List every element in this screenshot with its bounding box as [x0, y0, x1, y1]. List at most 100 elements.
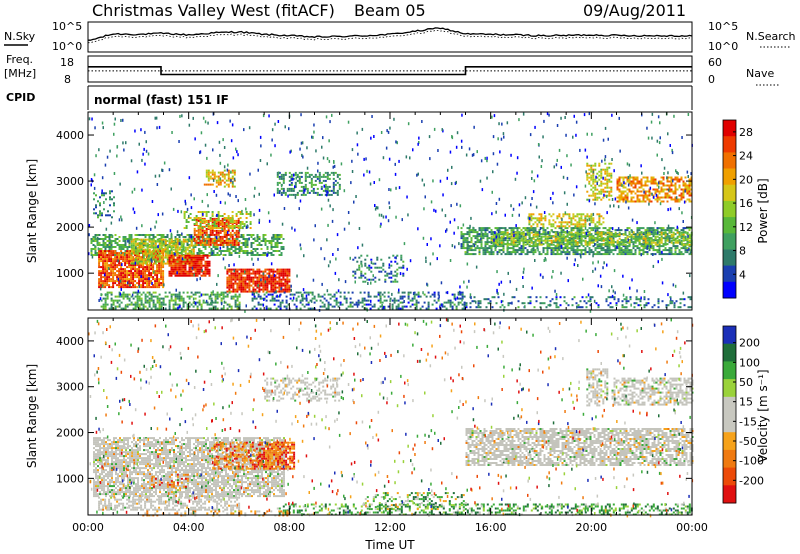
range-gate-cell [520, 251, 523, 254]
range-gate-cell [243, 225, 246, 227]
range-gate-cell [672, 231, 675, 234]
range-gate-cell [146, 274, 149, 277]
range-gate-cell [130, 242, 133, 245]
range-gate-cell [630, 251, 633, 254]
range-gate-cell [102, 234, 105, 236]
range-gate-cell [225, 221, 228, 224]
range-gate-cell [296, 191, 299, 194]
range-gate-cell [530, 217, 533, 220]
range-gate-cell [686, 227, 689, 230]
range-gate-cell [464, 251, 467, 254]
range-gate-cell [480, 245, 483, 248]
range-gate-cell [536, 235, 539, 238]
range-gate-cell [568, 253, 571, 256]
range-gate-cell [516, 243, 519, 246]
range-gate-cell [550, 241, 553, 244]
range-gate-cell [357, 301, 360, 304]
range-gate-cell [230, 282, 233, 285]
range-gate-cell [148, 274, 151, 277]
range-gate-cell [552, 219, 555, 222]
range-gate-cell [482, 249, 485, 252]
range-gate-cell [417, 295, 420, 298]
range-gate-cell [225, 239, 228, 242]
range-gate-cell [114, 274, 117, 277]
range-gate-cell [126, 248, 129, 250]
range-gate-cell [288, 288, 291, 291]
range-gate-cell [238, 301, 241, 304]
range-gate-cell [188, 256, 191, 259]
range-gate-cell [578, 235, 581, 238]
range-gate-cell [102, 305, 105, 308]
range-gate-cell [218, 250, 221, 252]
range-gate-cell [578, 249, 581, 252]
range-gate-cell [116, 266, 119, 269]
range-gate-cell [174, 240, 177, 242]
range-gate-cell [494, 233, 497, 236]
range-gate-cell [138, 244, 141, 247]
range-gate-cell [124, 242, 127, 244]
range-gate-cell [298, 179, 301, 182]
range-gate-cell [612, 237, 615, 240]
range-gate-cell [128, 242, 131, 244]
range-gate-cell [227, 219, 230, 221]
range-gate-cell [104, 264, 107, 267]
range-gate-cell [670, 229, 673, 232]
range-gate-cell [98, 242, 101, 244]
range-gate-cell [197, 241, 200, 244]
range-gate-cell [492, 245, 495, 248]
range-gate-cell [686, 239, 689, 242]
range-gate-cell [203, 239, 206, 242]
range-gate-cell [180, 246, 183, 248]
range-gate-cell [524, 229, 527, 232]
range-gate-cell [190, 248, 193, 251]
range-gate-cell [492, 233, 495, 236]
range-gate-cell [114, 282, 117, 285]
range-gate-cell [199, 233, 202, 236]
range-gate-cell [196, 270, 199, 273]
range-gate-cell [376, 266, 379, 269]
range-gate-cell [244, 282, 247, 285]
range-gate-cell [246, 254, 249, 256]
range-gate-cell [486, 237, 489, 240]
range-gate-cell [349, 301, 352, 304]
range-gate-cell [233, 171, 236, 174]
range-gate-cell [662, 237, 665, 240]
range-gate-cell [336, 191, 339, 194]
range-gate-cell [304, 177, 307, 180]
range-gate-cell [146, 282, 149, 285]
range-gate-cell [512, 249, 515, 252]
range-gate-cell [223, 225, 226, 228]
range-gate-cell [427, 305, 430, 308]
range-gate-cell [658, 251, 661, 254]
range-gate-cell [281, 299, 284, 302]
range-gate-cell [328, 185, 331, 188]
range-gate-cell [216, 295, 219, 298]
range-gate-cell [268, 242, 271, 244]
range-gate-cell [192, 262, 195, 265]
range-gate-cell [268, 282, 271, 285]
range-gate-cell [202, 293, 205, 296]
range-gate-cell [122, 268, 125, 271]
range-gate-cell [138, 242, 141, 245]
range-gate-cell [656, 243, 659, 246]
range-gate-cell [96, 254, 99, 256]
range-gate-cell [223, 235, 226, 238]
range-gate-cell [170, 238, 173, 241]
range-gate-cell [415, 305, 418, 308]
range-gate-cell [192, 246, 195, 248]
range-gate-cell [582, 235, 585, 238]
range-gate-cell [114, 272, 117, 275]
range-gate-cell [512, 247, 515, 250]
range-gate-cell [244, 272, 247, 275]
range-gate-cell [526, 243, 529, 246]
range-gate-cell [656, 235, 659, 238]
range-gate-cell [313, 301, 316, 304]
range-gate-cell [538, 219, 541, 222]
range-gate-cell [252, 270, 255, 273]
range-gate-cell [510, 243, 513, 246]
range-gate-cell [377, 307, 380, 310]
range-gate-cell [231, 171, 234, 174]
range-gate-cell [211, 231, 214, 234]
range-gate-cell [433, 293, 436, 296]
range-gate-cell [260, 244, 263, 246]
